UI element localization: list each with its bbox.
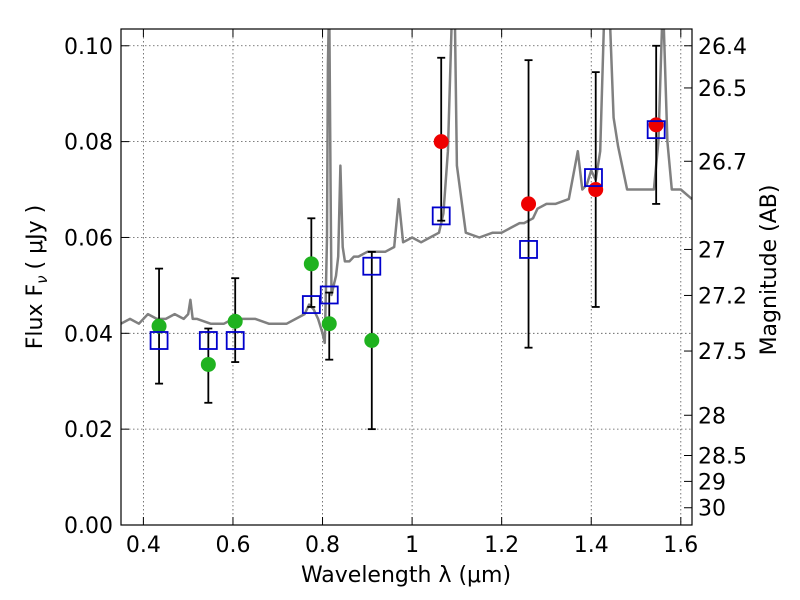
green-point <box>227 313 243 329</box>
y-tick-label: 0.10 <box>64 35 113 60</box>
y2-tick-label: 30 <box>698 497 726 522</box>
y-axis: 0.00 0.02 0.04 0.06 0.08 0.10 <box>64 35 129 539</box>
y-tick-label: 0.02 <box>64 418 113 443</box>
x-tick-label: 0.6 <box>215 533 250 558</box>
red-point <box>648 117 664 133</box>
blue-square-marker <box>149 331 169 350</box>
red-point <box>521 196 537 212</box>
x-tick-label: 0.8 <box>305 533 340 558</box>
green-point <box>364 332 380 348</box>
green-point <box>321 316 337 332</box>
x-tick-label: 1 <box>405 533 419 558</box>
y2-tick-label: 28 <box>698 404 726 429</box>
y-tick-label: 0.00 <box>64 514 113 539</box>
marker-layer <box>149 117 666 372</box>
green-point <box>303 256 319 272</box>
y2-tick-label: 29 <box>698 470 726 495</box>
y-axis-label-main: Flux F <box>23 284 48 349</box>
blue-square-marker <box>646 120 666 140</box>
blue-square-marker <box>319 285 339 305</box>
y2-tick-label: 27 <box>698 238 726 263</box>
red-point <box>433 134 449 150</box>
y-tick-label: 0.06 <box>64 226 113 251</box>
grid <box>121 29 692 526</box>
y-axis-label: Flux Fν ( μJy ) <box>23 205 51 349</box>
x-tick-label: 1.4 <box>574 533 609 558</box>
x-tick-label: 1.2 <box>484 533 519 558</box>
blue-square-marker <box>519 240 538 259</box>
y2-tick-label: 27.2 <box>698 284 747 309</box>
y2-tick-label: 26.5 <box>698 77 747 102</box>
y-tick-label: 0.04 <box>64 322 113 347</box>
y-axis-label-subscript: ν <box>33 275 51 283</box>
x-axis-label: Wavelength λ (μm) <box>301 563 511 588</box>
y-tick-label: 0.08 <box>64 131 113 156</box>
blue-square-marker <box>198 331 218 350</box>
y-axis-label-units: ( μJy ) <box>23 205 48 270</box>
x-axis: 0.4 0.6 0.8 1 1.2 1.4 1.6 <box>126 29 698 558</box>
y2-tick-label: 26.7 <box>698 150 747 175</box>
plot-frame <box>120 28 693 526</box>
green-point <box>200 356 216 372</box>
y2-tick-label: 26.4 <box>698 35 747 60</box>
y2-axis-label: Magnitude (AB) <box>757 185 782 356</box>
green-point <box>151 318 167 334</box>
blue-square-marker <box>225 331 245 350</box>
blue-square-marker <box>431 206 451 226</box>
x-tick-label: 1.6 <box>663 533 698 558</box>
red-point <box>588 182 604 198</box>
blue-square-marker <box>301 295 321 314</box>
blue-square-marker <box>362 256 382 276</box>
y2-tick-label: 28.5 <box>698 445 747 470</box>
y2-tick-label: 27.5 <box>698 340 747 365</box>
x-tick-label: 0.4 <box>126 533 161 558</box>
blue-square-marker <box>584 168 603 187</box>
